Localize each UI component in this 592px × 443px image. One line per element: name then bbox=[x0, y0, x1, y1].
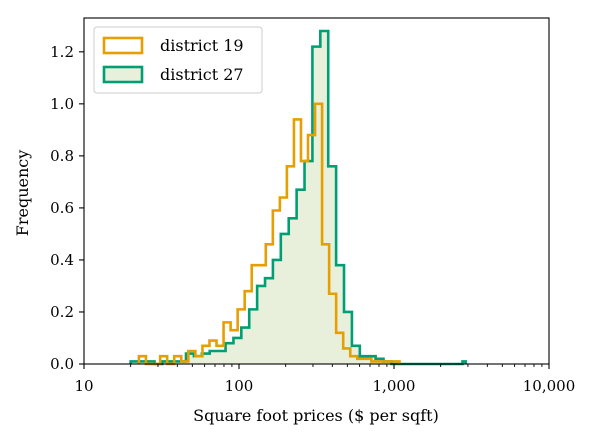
y-tick-label: 0.6 bbox=[50, 199, 74, 217]
legend-label-1: district 19 bbox=[160, 36, 244, 55]
x-axis: 10 100 1,000 10,000 bbox=[74, 364, 575, 395]
plot-area bbox=[83, 17, 550, 366]
y-tick-label: 0.2 bbox=[50, 303, 74, 321]
y-tick-label: 1.2 bbox=[50, 43, 74, 61]
x-tick-label: 10 bbox=[74, 377, 93, 395]
y-tick-label: 0.8 bbox=[50, 147, 74, 165]
legend: district 19 district 27 bbox=[93, 26, 263, 94]
plot-frame bbox=[83, 17, 550, 365]
x-tick-label: 100 bbox=[225, 377, 254, 395]
legend-swatch-2 bbox=[102, 65, 144, 84]
y-axis-label: Frequency bbox=[13, 150, 32, 237]
series-outline-1 bbox=[137, 102, 401, 366]
y-tick-label: 1.0 bbox=[50, 95, 74, 113]
y-tick-label: 0.0 bbox=[50, 355, 74, 373]
series-fill-2 bbox=[130, 31, 466, 364]
x-tick-label: 1,000 bbox=[373, 377, 416, 395]
y-tick-label: 0.4 bbox=[50, 251, 74, 269]
x-tick-label: 10,000 bbox=[523, 377, 576, 395]
legend-swatch-1 bbox=[102, 36, 144, 55]
legend-label-2: district 27 bbox=[160, 65, 244, 84]
y-axis: 0.0 0.2 0.4 0.6 0.8 1.0 1.2 bbox=[50, 43, 84, 373]
x-axis-label: Square foot prices ($ per sqft) bbox=[193, 406, 439, 425]
